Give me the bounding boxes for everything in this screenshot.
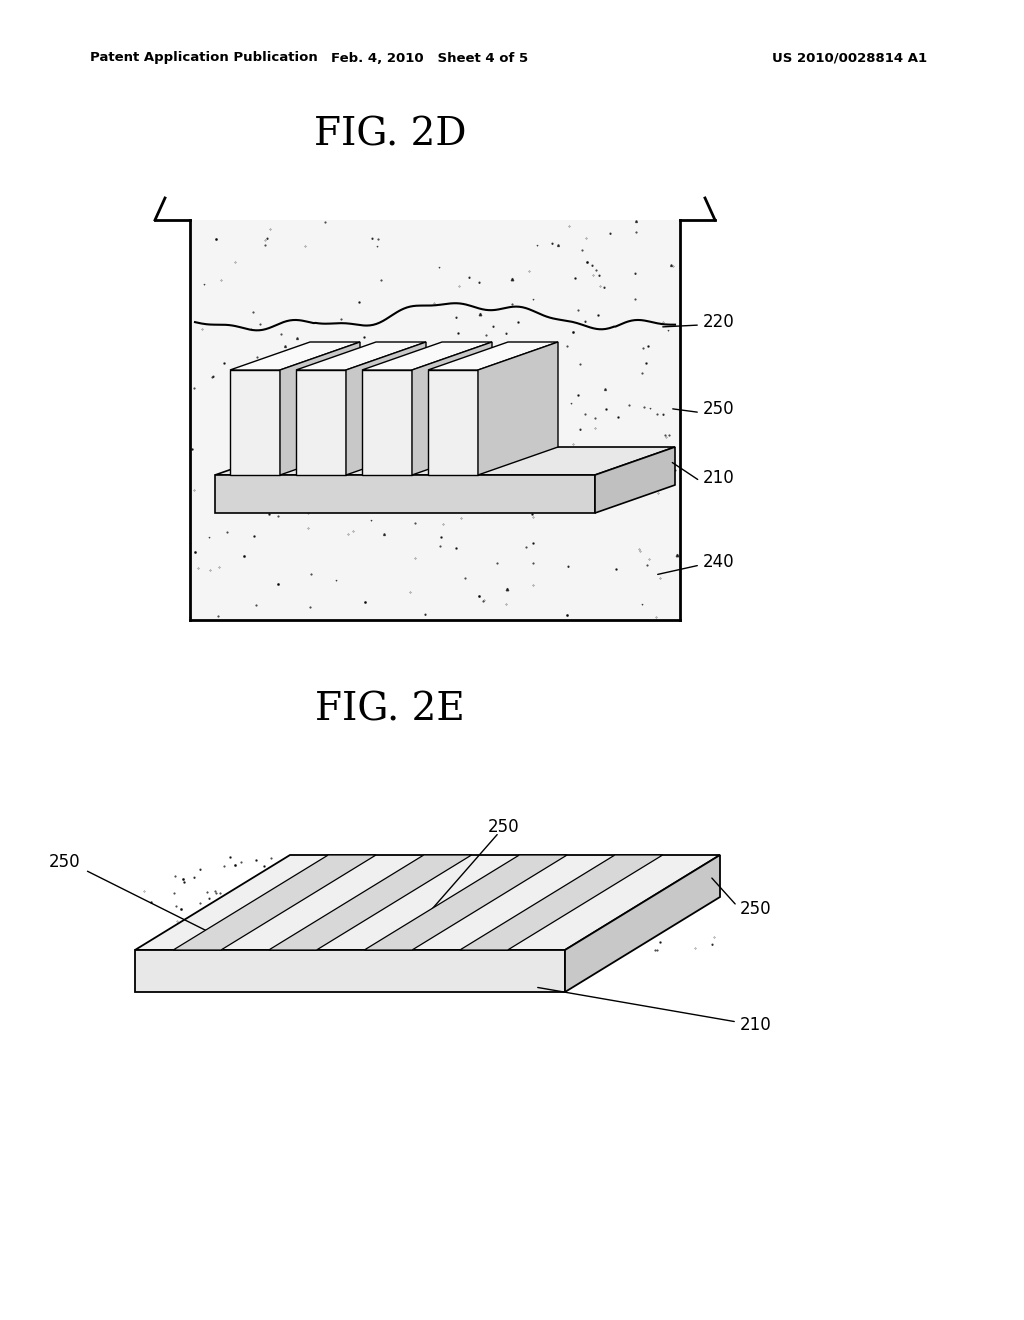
Text: 250: 250 bbox=[488, 818, 520, 837]
Text: 250: 250 bbox=[740, 900, 772, 917]
Polygon shape bbox=[135, 855, 720, 950]
Text: 220: 220 bbox=[703, 313, 735, 331]
Polygon shape bbox=[268, 855, 472, 950]
Polygon shape bbox=[346, 342, 426, 475]
Polygon shape bbox=[296, 342, 426, 370]
Text: 210: 210 bbox=[740, 1016, 772, 1034]
Polygon shape bbox=[173, 855, 376, 950]
Polygon shape bbox=[362, 370, 412, 475]
Polygon shape bbox=[428, 342, 558, 370]
Polygon shape bbox=[460, 855, 663, 950]
Polygon shape bbox=[565, 855, 720, 993]
Polygon shape bbox=[215, 475, 595, 513]
Polygon shape bbox=[365, 855, 567, 950]
Text: FIG. 2E: FIG. 2E bbox=[315, 692, 465, 729]
Text: 210: 210 bbox=[703, 469, 735, 487]
Polygon shape bbox=[230, 370, 280, 475]
Text: 250: 250 bbox=[703, 400, 734, 418]
Polygon shape bbox=[595, 447, 675, 513]
Polygon shape bbox=[478, 342, 558, 475]
Text: 250: 250 bbox=[49, 853, 81, 871]
Polygon shape bbox=[412, 342, 492, 475]
Polygon shape bbox=[215, 447, 675, 475]
Polygon shape bbox=[428, 370, 478, 475]
Polygon shape bbox=[280, 342, 360, 475]
Text: 240: 240 bbox=[703, 553, 734, 572]
Polygon shape bbox=[362, 342, 492, 370]
Bar bbox=[190, 220, 680, 620]
Polygon shape bbox=[230, 342, 360, 370]
Text: US 2010/0028814 A1: US 2010/0028814 A1 bbox=[772, 51, 928, 65]
Polygon shape bbox=[296, 370, 346, 475]
Text: FIG. 2D: FIG. 2D bbox=[313, 116, 466, 153]
Polygon shape bbox=[135, 950, 565, 993]
Text: Patent Application Publication: Patent Application Publication bbox=[90, 51, 317, 65]
Text: Feb. 4, 2010   Sheet 4 of 5: Feb. 4, 2010 Sheet 4 of 5 bbox=[332, 51, 528, 65]
